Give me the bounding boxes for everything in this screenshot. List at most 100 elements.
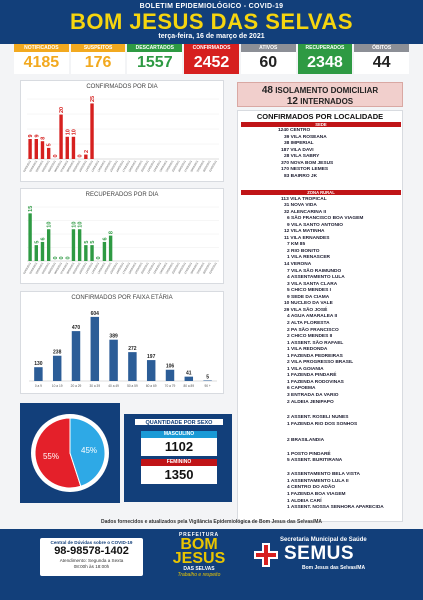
feminino-label: FEMININO bbox=[141, 459, 217, 466]
tick-label: 02/03/2021 bbox=[28, 159, 38, 173]
tick-label: 13/03/2021 bbox=[96, 159, 106, 173]
sexo-title: QUANTIDADE POR SEXO bbox=[134, 418, 224, 426]
localidade-item: 6 SÃO FRANCISCO BOA VIAGEM bbox=[287, 216, 364, 222]
localidade-item: 1 VILA GOIANIA bbox=[287, 366, 324, 372]
tick-label: 20 a 29 bbox=[71, 384, 82, 388]
data-label: 15 bbox=[28, 206, 34, 212]
localidade-item: 32 ALENCARINA II bbox=[284, 209, 327, 215]
data-label: 5 bbox=[47, 143, 53, 146]
tick-label: 17/03/2021 bbox=[121, 159, 131, 173]
tick-label: 40 a 49 bbox=[108, 384, 119, 388]
bar bbox=[71, 229, 76, 261]
tick-label: 19/03/2021 bbox=[133, 159, 143, 173]
stats-row: NOTIFICADOS 4185 SUSPEITOS 176 DESCARTADOS 15… bbox=[0, 44, 423, 74]
tick-label: 10/03/2021 bbox=[78, 261, 88, 275]
confirmados-dia-panel: CONFIRMADOS POR DIA 01/03/2021 9 02/03/202… bbox=[20, 80, 224, 182]
localidade-item: 370 NOVA BOM JESUS bbox=[281, 160, 334, 166]
localidade-item: 113 VILA TROPICAL bbox=[281, 196, 327, 202]
data-label: 130 bbox=[34, 361, 43, 367]
chart-title: RECUPERADOS POR DIA bbox=[85, 192, 159, 198]
central-hours: Atendimento: Segunda a Sexta bbox=[59, 558, 124, 563]
tick-label: 18/03/2021 bbox=[127, 261, 137, 275]
localidade-item: 9 SEDE DA CIAMA bbox=[287, 294, 330, 300]
source-note: Dados fornecidos e atualizados pela Vigi… bbox=[100, 519, 323, 525]
internados-label: INTERNADOS bbox=[300, 97, 354, 106]
data-label: 10 bbox=[78, 222, 84, 228]
data-label: 0 bbox=[59, 256, 65, 259]
bar bbox=[46, 147, 51, 159]
chart-title: CONFIRMADOS POR DIA bbox=[86, 84, 158, 90]
central-phone[interactable]: 98-98578-1402 bbox=[54, 545, 129, 557]
stat-value: 2348 bbox=[307, 54, 343, 71]
tick-label: 60 a 69 bbox=[146, 384, 157, 388]
bar bbox=[165, 369, 175, 381]
stat-card: ÓBITOS 44 bbox=[354, 44, 410, 74]
bar bbox=[109, 339, 118, 381]
tick-label: 05/03/2021 bbox=[47, 261, 57, 275]
localidade-item: 3 ASSENTAMENTO BELA VISTA bbox=[287, 472, 360, 478]
prefeitura-sub: DAS SELVAS bbox=[183, 566, 215, 572]
tick-label: 28/03/2021 bbox=[189, 159, 199, 173]
tick-label: 24/03/2021 bbox=[164, 159, 174, 173]
bar bbox=[108, 235, 113, 261]
data-label: 5 bbox=[34, 241, 40, 244]
data-label: 5 bbox=[84, 241, 90, 244]
tick-label: 09/03/2021 bbox=[72, 159, 82, 173]
tick-label: 16/03/2021 bbox=[115, 159, 125, 173]
localidade-item: 1 VILA REDONDA bbox=[287, 347, 328, 353]
tick-label: 06/03/2021 bbox=[53, 261, 63, 275]
bar bbox=[90, 103, 94, 159]
localidade-item: 1 ALDEIA CARÍ bbox=[287, 498, 322, 504]
localidade-item: 12 VILA MATINHA bbox=[284, 229, 325, 235]
localidade-item: 1 FAZENDA PINDARÉ bbox=[287, 373, 337, 379]
data-label: 0 bbox=[78, 154, 84, 157]
stat-label: SUSPEITOS bbox=[70, 44, 126, 52]
tick-label: 10/03/2021 bbox=[78, 159, 88, 173]
tick-label: 11/03/2021 bbox=[84, 261, 94, 275]
stat-value: 4185 bbox=[23, 54, 60, 71]
tick-label: 28/03/2021 bbox=[189, 261, 199, 275]
tick-label: 50 a 59 bbox=[127, 384, 138, 388]
tick-label: 21/03/2021 bbox=[146, 159, 156, 173]
localidade-item: 2 VILA PROGRESSO BRASIL bbox=[287, 360, 354, 366]
tick-label: 16/03/2021 bbox=[115, 261, 125, 275]
semus-top: Secretaria Municipal de Saúde bbox=[280, 537, 367, 543]
tick-label: 07/03/2021 bbox=[59, 261, 69, 275]
data-label: 0 bbox=[96, 256, 102, 259]
stat-label: ÓBITOS bbox=[354, 44, 410, 52]
data-label: 10 bbox=[47, 222, 53, 228]
stat-label: CONFIRMADOS bbox=[184, 44, 239, 52]
confirmados-dia-chart: 01/03/2021 9 02/03/2021 9 03/03/2021 8 04/03/2… bbox=[22, 96, 219, 173]
data-label: 10 bbox=[71, 129, 77, 135]
tick-label: 26/03/2021 bbox=[177, 261, 187, 275]
data-label: 10 bbox=[71, 222, 77, 228]
localidade-title: CONFIRMADOS POR LOCALIDADE bbox=[256, 112, 384, 121]
tick-label: 27/03/2021 bbox=[183, 159, 193, 173]
localidade-item: 83 BAIRRO JK bbox=[284, 173, 318, 179]
localidade-item: 7 KM 85 bbox=[287, 242, 306, 248]
tick-label: 80 a 89 bbox=[183, 384, 194, 388]
tick-label: 30 a 39 bbox=[89, 384, 100, 388]
localidade-item: 1 ASSENT. SÃO RAFAEL bbox=[287, 340, 344, 346]
bar bbox=[146, 360, 156, 381]
tick-label: 08/03/2021 bbox=[65, 159, 75, 173]
localidade-item: 5 ASSENT. BURITIRANA bbox=[287, 458, 343, 464]
localidade-item: 2 BRASILANDIA bbox=[287, 437, 325, 443]
tick-label: 30/03/2021 bbox=[202, 261, 212, 275]
localidade-item: 9 VILA SANTO ANTONIO bbox=[287, 222, 343, 228]
tick-label: 01/03/2021 bbox=[22, 159, 32, 173]
bar bbox=[34, 245, 38, 261]
chart-title: CONFIRMADOS POR FAIXA ETÁRIA bbox=[71, 295, 173, 301]
prefeitura-name: BOM JESUS bbox=[172, 536, 226, 567]
tick-label: 31/03/2021 bbox=[208, 261, 218, 275]
localidade-item: 11 VILA ERNANDES bbox=[284, 235, 330, 241]
tick-label: 14/03/2021 bbox=[103, 261, 113, 275]
internados-value: 12 bbox=[286, 96, 298, 107]
stat-card: SUSPEITOS 176 bbox=[70, 44, 126, 74]
data-label: 197 bbox=[147, 354, 156, 360]
data-label: 106 bbox=[166, 364, 175, 370]
localidade-item: 6 CAPOEMA bbox=[287, 386, 316, 392]
localidade-item: 5 CHICO MENDES I bbox=[287, 288, 331, 294]
tick-label: 24/03/2021 bbox=[164, 261, 174, 275]
bar bbox=[71, 331, 81, 381]
